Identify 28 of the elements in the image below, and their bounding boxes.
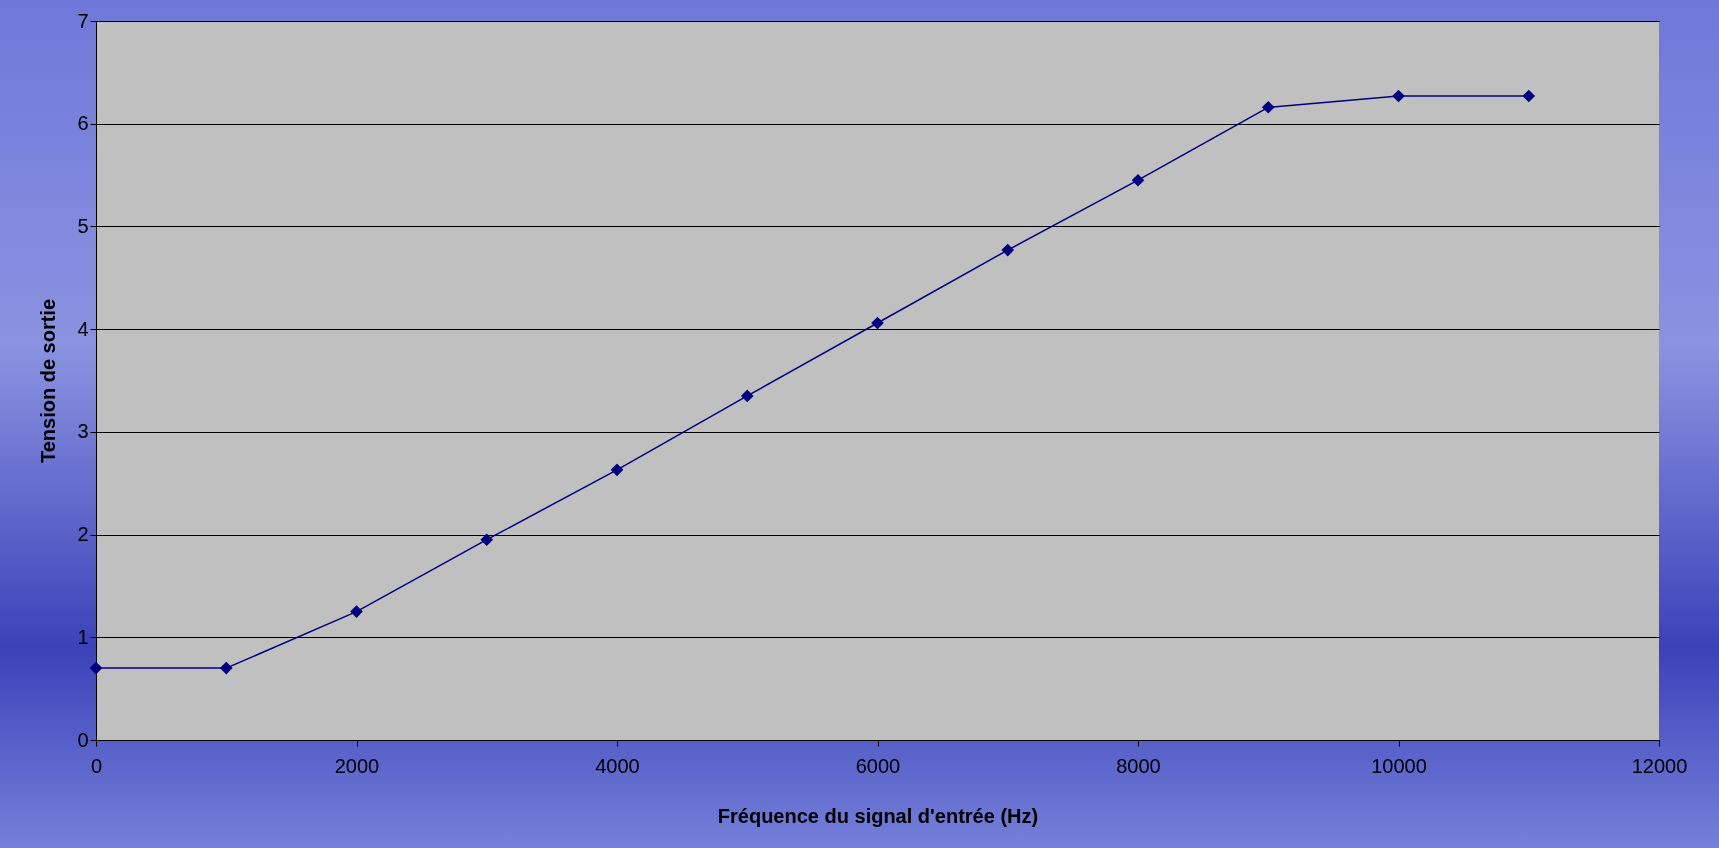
y-axis-title: Tension de sortie <box>37 298 60 464</box>
y-tick-label: 4 <box>77 317 89 340</box>
y-tick-label: 5 <box>77 214 89 237</box>
point <box>1522 89 1536 103</box>
point <box>740 389 754 403</box>
y-tick-label: 6 <box>77 112 89 135</box>
point <box>350 605 363 618</box>
x-tick-label: 2000 <box>334 754 380 777</box>
y-tick-label: 0 <box>77 728 89 751</box>
x-tick-label: 6000 <box>855 754 901 777</box>
x-tick-label: 4000 <box>595 754 640 777</box>
point <box>219 661 233 675</box>
point <box>610 463 624 477</box>
point <box>1131 173 1145 187</box>
y-tick-label: 2 <box>77 523 89 546</box>
y-tick-label: 3 <box>77 420 89 443</box>
point <box>871 316 884 330</box>
x-axis-title: Fréquence du signal d'entrée (Hz) <box>717 804 1039 827</box>
point <box>480 533 494 547</box>
point <box>89 661 103 675</box>
y-tick-label: 7 <box>77 9 89 32</box>
y-tick-label: 1 <box>77 625 89 648</box>
x-tick-label: 12000 <box>1631 754 1688 777</box>
point <box>1001 243 1015 257</box>
x-tick-label: 10000 <box>1371 754 1427 777</box>
point <box>1392 89 1405 103</box>
x-tick-label: 8000 <box>1116 754 1161 777</box>
point <box>1261 100 1275 114</box>
